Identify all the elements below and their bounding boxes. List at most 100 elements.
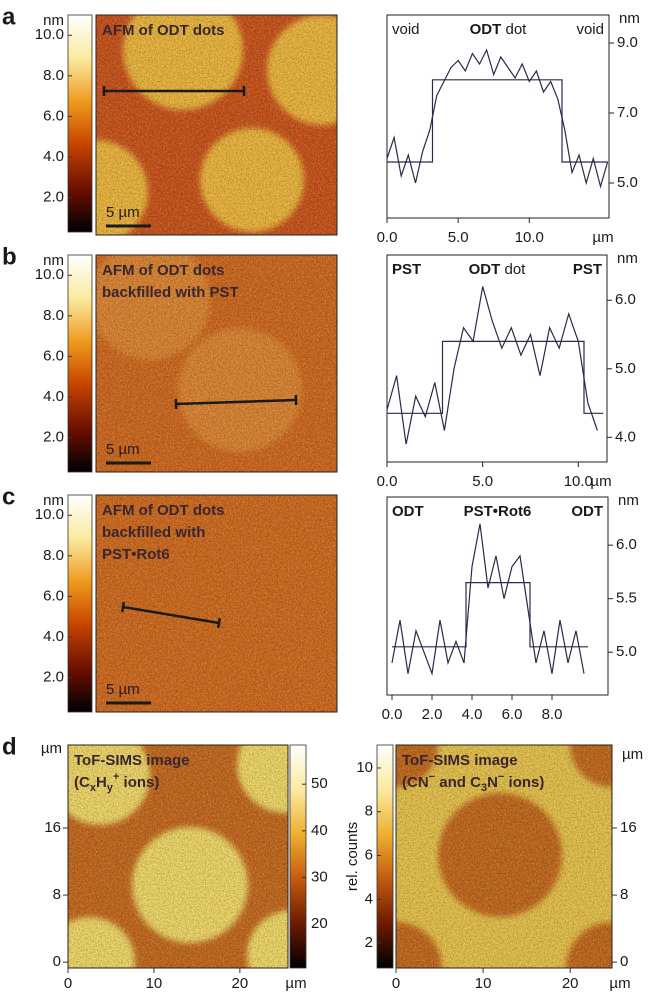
colorbar [376,744,394,969]
x-tick-label: 5.0 [448,229,469,246]
y-unit: µm [41,740,62,757]
annotation-part: PST [573,261,602,278]
colorbar-tick-label: 10.0 [35,26,64,43]
title-part: ToF-SIMS image [402,752,518,769]
colorbar-tick-label: 8 [365,803,373,820]
image-title: backfilled with [102,524,205,541]
image-frame [95,14,338,236]
colorbar-tick-label: 20 [311,915,328,932]
x-tick-label: 0.0 [377,229,398,246]
annotation-part: void [392,21,420,38]
profile-line [175,398,297,406]
title-part: (CN [402,774,429,791]
annotation: void [576,21,604,38]
title-part: (C [74,774,90,791]
colorbar-tick-label: 8.0 [43,547,64,564]
colorbar-tick-label: 2.0 [43,668,64,685]
image-title: backfilled with PST [102,284,239,301]
annotation-part: PST•Rot6 [464,503,532,520]
image-grain-light [68,745,288,968]
title-part: AFM of ODT dots [102,22,224,39]
colorbar-tick-label: 8.0 [43,307,64,324]
colorbar-tick-label: 2 [365,934,373,951]
colorbar-tick-label: 4.0 [43,148,64,165]
image-title: ToF-SIMS image [74,752,190,769]
annotation-part: ODT [469,261,501,278]
colorbar-tick-label: 4.0 [43,388,64,405]
colorbar-tick-label: 6.0 [43,107,64,124]
colorbar-tick-label: 6.0 [43,587,64,604]
profile-trace [387,340,604,414]
x-tick-label: 20 [562,975,579,992]
title-part: 3 [481,782,487,794]
image-grain-light [396,745,612,968]
y-tick-label: 8 [53,886,61,903]
x-tick-label: 10 [146,975,163,992]
image-title: AFM of ODT dots [102,22,224,39]
image-title: (CN− and C3N− ions) [402,771,544,794]
x-tick-label: 2.0 [422,706,443,723]
title-part: and C [435,774,481,791]
colorbar-tick-label: 10 [356,759,373,776]
y-tick-label: 9.0 [617,34,638,51]
title-part: backfilled with PST [102,284,239,301]
x-tick-label: 0.0 [382,706,403,723]
y-tick-label: 6.0 [615,291,636,308]
y-tick-label: 0 [620,953,628,970]
x-tick-label: 10.0 [515,229,544,246]
image-title: PST•Rot6 [102,546,170,563]
image-frame [67,744,289,969]
image-frame [395,744,613,969]
scale-bar-label: 5 µm [106,441,140,458]
colorbar-label: nm [43,252,64,269]
annotation-part: PST [392,261,421,278]
profile-trace [391,523,585,676]
colorbar-tick-label: 6.0 [43,347,64,364]
title-part: x [90,782,97,794]
image-title: (CxHy+ ions) [74,771,159,794]
colorbar-tick-label: 30 [311,868,328,885]
panel-label: d [2,733,17,760]
x-tick-label: 4.0 [462,706,483,723]
title-part: ions) [504,774,544,791]
colorbar [67,254,93,473]
colorbar-tick-label: 2.0 [43,428,64,445]
title-part: + [113,771,119,783]
title-part: − [429,771,435,783]
y-tick-label: 5.0 [617,174,638,191]
image [68,745,288,968]
x-unit: µm [592,229,613,246]
profile-line-end [216,617,222,629]
image [96,15,337,235]
y-unit: nm [617,250,638,267]
title-part: backfilled with [102,524,205,541]
colorbar [289,744,307,969]
annotation: ODT dot [469,261,527,278]
x-tick-label: 20 [232,975,249,992]
image-title: ToF-SIMS image [402,752,518,769]
colorbar-tick-label: 10.0 [35,506,64,523]
image-frame [95,494,338,713]
y-tick-label: 6.0 [616,536,637,553]
annotation-part: ODT [392,503,424,520]
x-tick-label: 10 [475,975,492,992]
image [96,495,337,712]
title-part: ToF-SIMS image [74,752,190,769]
title-part: AFM of ODT dots [102,502,224,519]
y-tick-label: 5.0 [616,643,637,660]
colorbar-tick-label: 6 [365,846,373,863]
scale-bar-label: 5 µm [106,204,140,221]
plot-frame [386,254,608,463]
annotation: void [392,21,420,38]
y-tick-label: 16 [44,819,61,836]
image-frame [95,254,338,473]
colorbar-label: nm [43,12,64,29]
annotation: ODT dot [470,21,528,38]
annotation: PST [392,261,421,278]
plot-frame [386,496,609,696]
y-tick-label: 8 [620,886,628,903]
y-tick-label: 7.0 [617,104,638,121]
annotation: PST [573,261,602,278]
colorbar-tick-label: 4 [365,890,373,907]
annotation: PST•Rot6 [464,503,532,520]
